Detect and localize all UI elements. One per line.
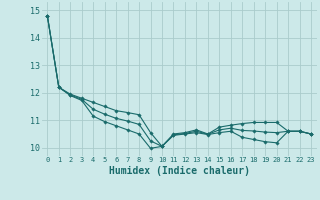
X-axis label: Humidex (Indice chaleur): Humidex (Indice chaleur): [109, 166, 250, 176]
